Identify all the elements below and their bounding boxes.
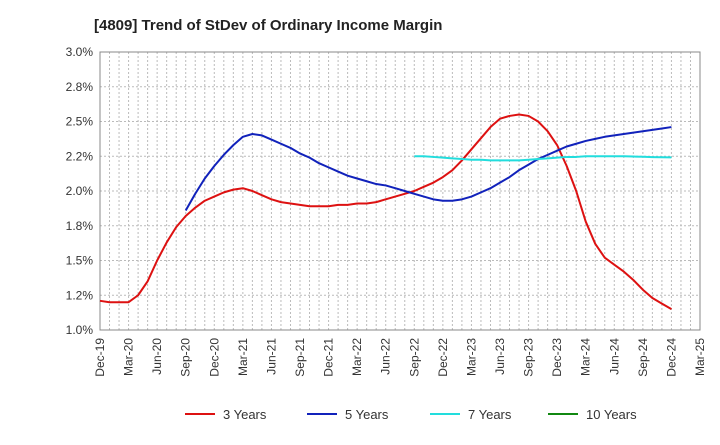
x-tick-label: Sep-21	[293, 338, 307, 377]
x-tick-label: Sep-20	[179, 338, 193, 377]
x-tick-label: Mar-24	[579, 338, 593, 376]
x-tick-label: Dec-23	[550, 338, 564, 377]
axes	[99, 51, 701, 331]
x-tick-label: Dec-19	[93, 338, 107, 377]
legend-label-10-years: 10 Years	[586, 407, 637, 422]
x-tick-label: Dec-21	[322, 338, 336, 377]
y-tick-label: 1.2%	[66, 288, 94, 302]
y-tick-label: 2.8%	[66, 80, 94, 94]
y-tick-label: 2.0%	[66, 184, 94, 198]
x-tick-label: Sep-23	[522, 338, 536, 377]
x-tick-label: Mar-20	[122, 338, 136, 376]
y-tick-label: 2.5%	[66, 115, 94, 129]
x-tick-label: Dec-22	[436, 338, 450, 377]
y-axis-ticks: 1.0% 1.2% 1.5% 1.8% 2.0% 2.2% 2.5% 2.8% 3.0%	[66, 45, 94, 337]
x-tick-label: Jun-24	[607, 338, 621, 375]
legend-label-5-years: 5 Years	[345, 407, 389, 422]
legend: 3 Years 5 Years 7 Years 10 Years	[185, 407, 637, 422]
legend-label-3-years: 3 Years	[223, 407, 267, 422]
y-tick-label: 1.5%	[66, 254, 94, 268]
series-line-3-years	[99, 113, 672, 311]
x-tick-label: Jun-21	[264, 338, 278, 375]
series-lines	[99, 113, 672, 311]
x-tick-label: Mar-21	[236, 338, 250, 376]
series-line-7-years	[414, 155, 672, 162]
x-axis-ticks: Dec-19 Mar-20 Jun-20 Sep-20 Dec-20 Mar-21 Jun-…	[93, 338, 707, 377]
y-tick-label: 1.0%	[66, 323, 94, 337]
x-tick-label: Mar-23	[464, 338, 478, 376]
plot-frame	[99, 51, 701, 331]
y-tick-label: 2.2%	[66, 149, 94, 163]
x-tick-label: Jun-23	[493, 338, 507, 375]
x-tick-label: Dec-24	[664, 338, 678, 377]
x-tick-label: Jun-22	[379, 338, 393, 375]
x-tick-label: Jun-20	[150, 338, 164, 375]
x-tick-label: Mar-25	[693, 338, 707, 376]
y-tick-label: 3.0%	[66, 45, 94, 59]
x-tick-label: Sep-24	[636, 338, 650, 377]
chart-title: [4809] Trend of StDev of Ordinary Income…	[94, 17, 442, 34]
x-tick-label: Sep-22	[407, 338, 421, 377]
y-tick-label: 1.8%	[66, 219, 94, 233]
x-tick-label: Dec-20	[207, 338, 221, 377]
legend-label-7-years: 7 Years	[468, 407, 512, 422]
x-tick-label: Mar-22	[350, 338, 364, 376]
series-line-5-years	[184, 126, 672, 211]
